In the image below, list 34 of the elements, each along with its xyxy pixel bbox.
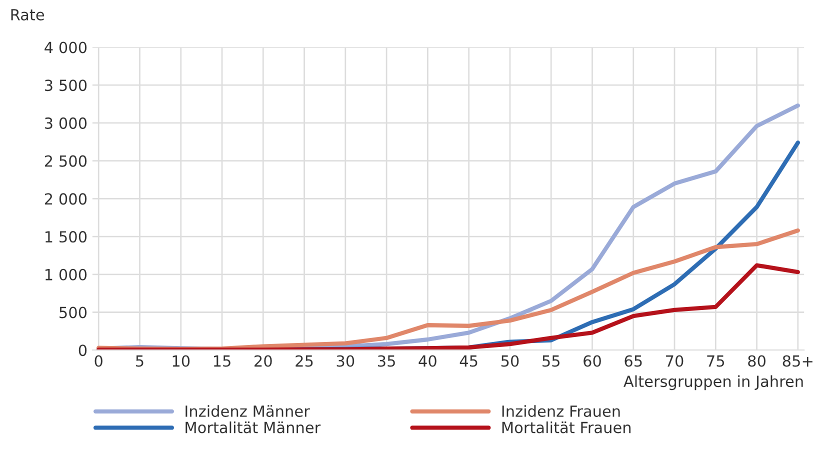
x-tick-label: 0 [94, 355, 102, 367]
x-tick-label: 5 [136, 355, 144, 367]
x-tick-label: 35 [378, 355, 395, 367]
x-tick-label: 85+ [782, 355, 812, 367]
x-tick-label: 80 [748, 355, 766, 367]
legend-label: Mortalität Männer [186, 421, 321, 434]
y-tick-label: 2 000 [44, 193, 87, 205]
line-series [96, 263, 800, 350]
x-tick-label: 30 [336, 355, 354, 367]
legend-label: Mortalität Frauen [502, 421, 631, 434]
x-tick-label: 50 [501, 355, 519, 367]
y-tick-label: 1 000 [46, 268, 87, 280]
y-tick-label: 1 500 [46, 230, 87, 243]
x-tick-label: 40 [418, 355, 436, 367]
x-tick-label: 70 [666, 355, 684, 367]
y-tick-label: 3 500 [45, 80, 87, 92]
y-tick-label: 3 000 [45, 117, 87, 129]
y-tick-label: 2 500 [44, 155, 87, 167]
x-tick-label: 65 [624, 355, 642, 367]
y-tick-label: 0 [78, 344, 87, 356]
x-tick-label: 55 [542, 355, 560, 367]
x-tick-label: 10 [172, 355, 190, 367]
x-tick-label: 25 [296, 355, 313, 367]
legend-label: Inzidenz Männer [186, 405, 310, 417]
y-axis-title: Rate [11, 9, 44, 20]
x-tick-label: 15 [214, 355, 230, 367]
x-tick-label: 75 [707, 355, 724, 367]
y-tick-label: 4 000 [44, 42, 87, 54]
x-tick-label: 60 [584, 355, 601, 367]
legend-label: Inzidenz Frauen [502, 405, 620, 417]
x-axis-title: Altersgruppen in Jahren [624, 375, 803, 390]
y-tick-label: 500 [60, 306, 87, 318]
x-tick-label: 20 [254, 355, 272, 367]
x-tick-label: 45 [460, 355, 478, 367]
